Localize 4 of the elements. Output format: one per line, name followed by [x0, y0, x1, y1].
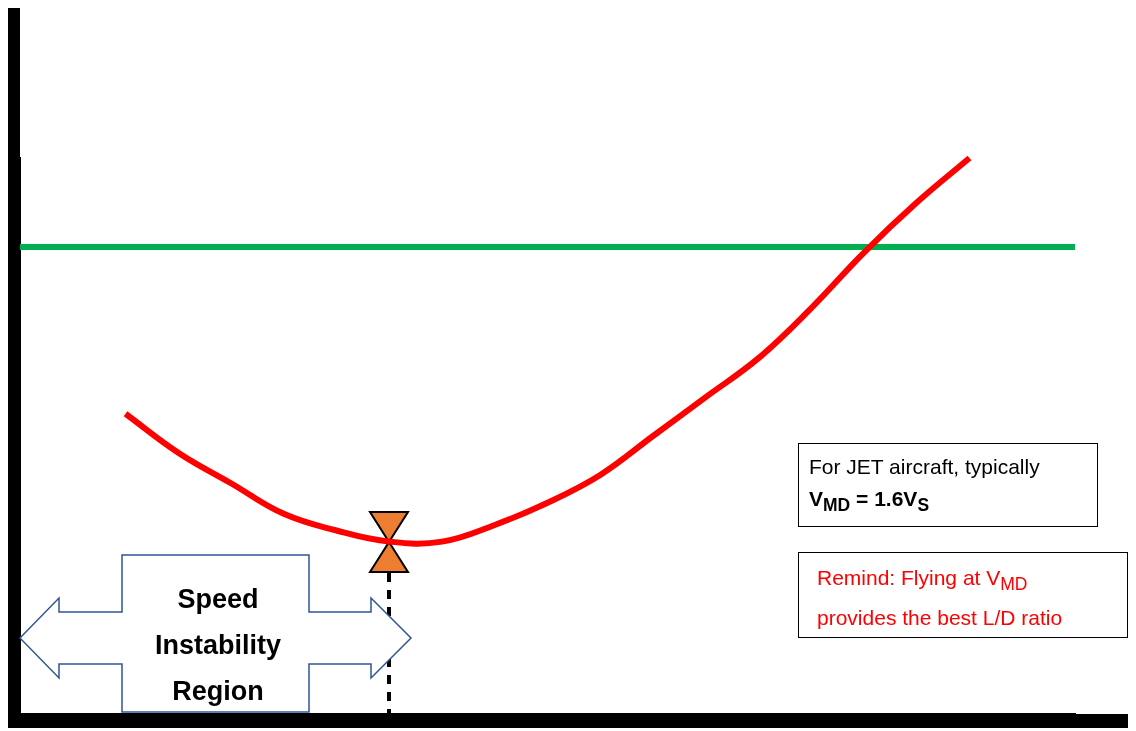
annotation: V$_{MD}$ = 1.6V$_{S}$	[809, 486, 931, 518]
annotation: Remind: Flying at V$_{MD}$ provides the best L/D ratio	[816, 565, 1064, 632]
annotation: For JET aircraft, typically	[809, 454, 1041, 480]
annotation: Speed Instability Region	[154, 583, 282, 708]
